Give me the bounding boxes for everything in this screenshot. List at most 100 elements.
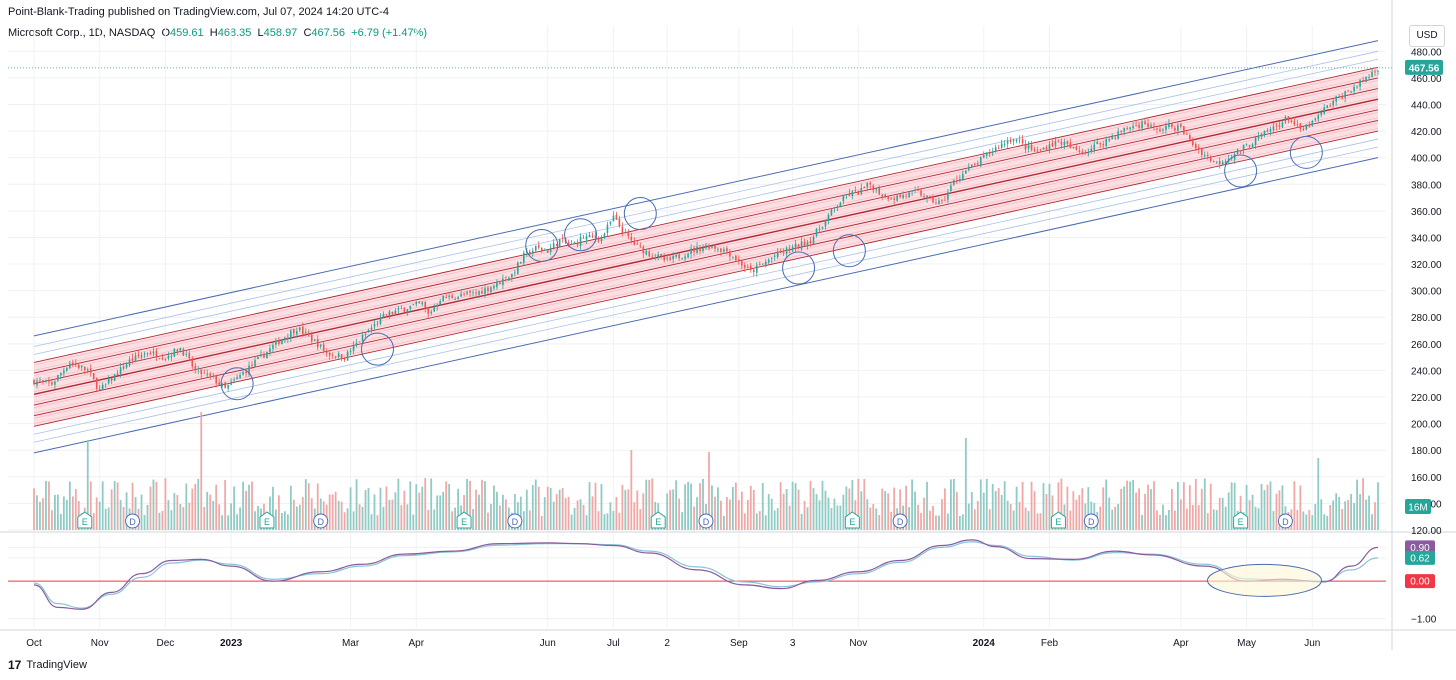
volume-bar — [782, 493, 785, 530]
volume-bar — [185, 483, 188, 530]
volume-bar — [382, 506, 385, 530]
last-price-badge — [1405, 59, 1443, 75]
volume-bar — [606, 513, 609, 530]
candle-body — [460, 293, 462, 297]
dividend-marker-icon[interactable] — [125, 513, 141, 529]
candle-body — [1284, 117, 1287, 122]
channel-light-line — [33, 50, 1379, 347]
volume-bar — [964, 438, 967, 530]
candle-body — [45, 380, 47, 381]
earnings-marker-icon[interactable] — [650, 511, 666, 529]
oscillator-badge — [1405, 550, 1435, 565]
candle-body — [1356, 86, 1358, 88]
candle-body — [845, 194, 848, 195]
volume-bar — [714, 496, 716, 530]
candle-body — [131, 358, 134, 361]
volume-bar — [33, 488, 35, 530]
volume-bar — [740, 491, 743, 530]
candle-body — [430, 311, 433, 314]
volume-bar — [1254, 506, 1257, 530]
volume-bar — [1051, 495, 1054, 530]
dividend-marker-icon[interactable] — [1083, 513, 1099, 529]
volume-bar — [528, 510, 531, 530]
volume-bar — [785, 489, 788, 530]
candle-body — [275, 340, 277, 345]
dividend-marker-icon[interactable] — [892, 513, 908, 529]
currency-button[interactable]: USD — [1409, 25, 1445, 47]
candle-body — [666, 258, 668, 260]
volume-bar — [1003, 481, 1006, 530]
candle-body — [191, 358, 194, 367]
candle-body — [785, 248, 788, 254]
volume-bar — [272, 486, 274, 530]
earnings-marker-icon[interactable] — [259, 511, 275, 529]
candle-body — [266, 351, 268, 359]
volume-bar — [866, 499, 869, 530]
volume-bar — [917, 504, 919, 530]
candle-body — [971, 164, 973, 168]
volume-bar — [355, 479, 358, 530]
candle-body — [1021, 139, 1024, 144]
candle-body — [902, 195, 904, 199]
volume-bar — [59, 513, 62, 530]
volume-bar — [1144, 493, 1146, 530]
dividend-marker-label: D — [512, 517, 519, 527]
close-value: 467.56 — [311, 27, 346, 39]
volume-bar — [140, 494, 143, 530]
volume-bar — [1057, 482, 1060, 530]
candle-body — [1329, 105, 1332, 107]
volume-bar — [251, 481, 253, 530]
dividend-marker-icon[interactable] — [507, 513, 523, 529]
volume-bar — [1245, 485, 1248, 530]
time-tick-label: Jun — [1304, 638, 1320, 649]
volume-bar — [289, 485, 292, 530]
candle-body — [1129, 127, 1131, 130]
earnings-marker-icon[interactable] — [1050, 511, 1066, 529]
volume-bar — [158, 512, 161, 530]
oscillator-badge-label: 0.62 — [1410, 553, 1430, 564]
earnings-marker-icon[interactable] — [844, 511, 860, 529]
volume-bar — [776, 508, 779, 530]
earnings-marker-icon[interactable] — [1233, 511, 1249, 529]
volume-bar — [504, 499, 507, 530]
volume-bar — [633, 502, 636, 530]
volume-bar — [1117, 503, 1120, 530]
dividend-marker-icon[interactable] — [313, 513, 329, 529]
dividend-marker-icon[interactable] — [1277, 513, 1293, 529]
candle-body — [576, 242, 579, 245]
candle-body — [33, 379, 35, 385]
candle-body — [1189, 135, 1191, 140]
volume-bar — [597, 511, 600, 530]
volume-bar — [1138, 488, 1140, 530]
earnings-marker-icon[interactable] — [77, 511, 93, 529]
channel-inner-line — [33, 128, 1379, 424]
volume-bar — [68, 481, 71, 530]
candle-body — [1359, 80, 1361, 87]
candle-body — [436, 304, 438, 307]
channel-inner-line — [33, 122, 1379, 419]
channel-inner-line — [33, 112, 1379, 408]
candle-body — [663, 256, 665, 261]
volume-bar — [1335, 493, 1338, 530]
candle-body — [469, 290, 471, 293]
candle-body — [451, 295, 453, 299]
candle-body — [839, 202, 842, 207]
candle-body — [119, 367, 122, 374]
candle-body — [941, 199, 943, 201]
volume-bar — [1069, 510, 1072, 530]
volume-bar — [830, 508, 833, 530]
dividend-marker-icon[interactable] — [698, 513, 714, 529]
volume-bar — [600, 484, 603, 530]
candle-body — [648, 251, 651, 257]
volume-bar — [1012, 510, 1015, 530]
candle-body — [302, 326, 304, 334]
candle-body — [896, 195, 898, 201]
candle-body — [236, 377, 238, 380]
candle-body — [836, 206, 839, 208]
earnings-marker-icon[interactable] — [456, 511, 472, 529]
volume-bar — [522, 511, 525, 530]
candle-body — [520, 261, 522, 264]
volume-bar — [397, 478, 400, 530]
volume-bar — [872, 504, 875, 530]
candle-body — [304, 332, 307, 334]
